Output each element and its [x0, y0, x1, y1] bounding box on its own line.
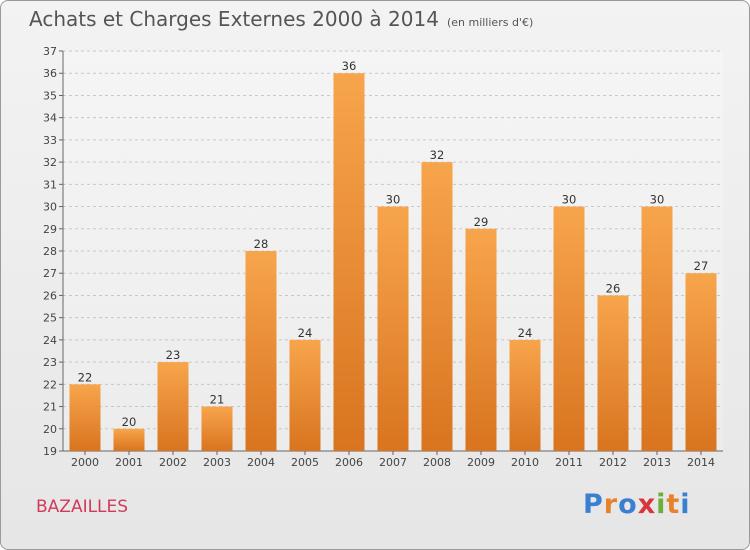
y-tick-label: 34 — [43, 112, 57, 125]
data-label: 23 — [166, 348, 181, 362]
x-tick-label: 2011 — [555, 456, 583, 469]
bar — [333, 73, 365, 451]
data-label: 24 — [298, 326, 313, 340]
bar — [685, 273, 717, 451]
bar — [421, 162, 453, 451]
chart-title: Achats et Charges Externes 2000 à 2014 (e… — [29, 7, 534, 31]
data-label: 20 — [122, 415, 137, 429]
bar — [201, 406, 233, 451]
data-label: 30 — [650, 193, 665, 207]
x-tick-label: 2006 — [335, 456, 363, 469]
logo-letter: P — [583, 489, 604, 520]
y-tick-label: 23 — [43, 356, 57, 369]
proxiti-logo: Proxiti — [583, 489, 691, 520]
y-tick-label: 35 — [43, 89, 57, 102]
y-tick-label: 21 — [43, 401, 57, 414]
logo-letter: r — [603, 489, 619, 520]
y-tick-label: 37 — [43, 45, 57, 58]
data-label: 29 — [474, 215, 489, 229]
x-tick-label: 2008 — [423, 456, 451, 469]
x-tick-label: 2005 — [291, 456, 319, 469]
y-tick-label: 28 — [43, 245, 57, 258]
x-tick-label: 2002 — [159, 456, 187, 469]
x-tick-label: 2003 — [203, 456, 231, 469]
y-tick-label: 25 — [43, 312, 57, 325]
y-tick-label: 27 — [43, 267, 57, 280]
logo-letter: i — [680, 489, 691, 520]
y-tick-label: 30 — [43, 201, 57, 214]
y-tick-label: 19 — [43, 445, 57, 458]
bar — [509, 339, 541, 451]
data-label: 36 — [342, 59, 357, 73]
data-label: 27 — [694, 259, 709, 273]
bar — [597, 295, 629, 451]
bar — [113, 428, 145, 451]
data-label: 26 — [606, 281, 621, 295]
y-tick-label: 24 — [43, 334, 57, 347]
data-label: 28 — [254, 237, 269, 251]
x-tick-label: 2012 — [599, 456, 627, 469]
y-tick-label: 22 — [43, 378, 57, 391]
logo-letter: o — [618, 489, 638, 520]
x-tick-label: 2009 — [467, 456, 495, 469]
data-label: 30 — [386, 193, 401, 207]
bar — [377, 206, 409, 451]
bar — [69, 384, 101, 451]
y-tick-label: 31 — [43, 178, 57, 191]
town-name: BAZAILLES — [36, 497, 129, 517]
y-tick-label: 29 — [43, 223, 57, 236]
logo-letter: i — [656, 489, 667, 520]
bar — [553, 206, 585, 451]
y-tick-label: 33 — [43, 134, 57, 147]
x-tick-label: 2010 — [511, 456, 539, 469]
logo-letter: t — [666, 489, 681, 520]
data-label: 24 — [518, 326, 533, 340]
bar — [157, 362, 189, 451]
data-label: 22 — [78, 370, 93, 384]
bar — [289, 339, 321, 451]
bar — [465, 228, 497, 451]
y-tick-label: 36 — [43, 67, 57, 80]
y-tick-label: 26 — [43, 289, 57, 302]
x-tick-label: 2000 — [71, 456, 99, 469]
x-tick-label: 2001 — [115, 456, 143, 469]
chart-subtitle: (en milliers d'€) — [446, 16, 534, 29]
x-tick-label: 2014 — [687, 456, 715, 469]
data-label: 30 — [562, 193, 577, 207]
bar — [641, 206, 673, 451]
y-tick-label: 20 — [43, 423, 57, 436]
logo-letter: x — [637, 489, 657, 520]
data-label: 32 — [430, 148, 445, 162]
data-label: 21 — [210, 393, 225, 407]
x-tick-label: 2013 — [643, 456, 671, 469]
x-tick-label: 2007 — [379, 456, 407, 469]
bar — [245, 251, 277, 451]
x-tick-label: 2004 — [247, 456, 275, 469]
y-tick-label: 32 — [43, 156, 57, 169]
